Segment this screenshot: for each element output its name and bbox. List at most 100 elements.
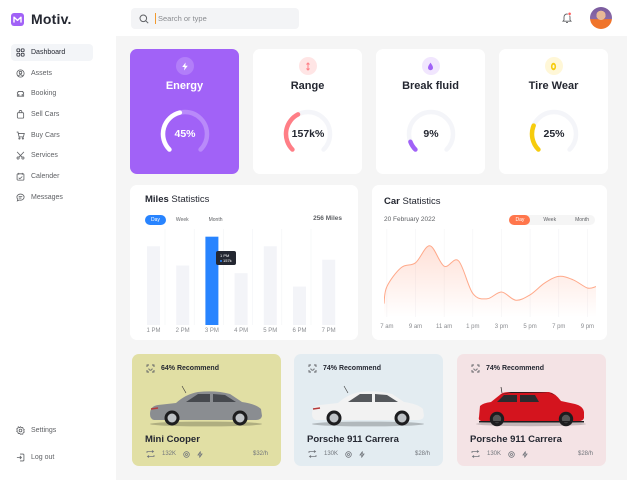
tab-day[interactable]: Day [145, 215, 166, 225]
tire-icon [550, 62, 557, 70]
sidebar-item-messages[interactable]: Messages [11, 189, 93, 206]
energy-card[interactable]: Energy 45% [130, 49, 239, 174]
car-stats-date: 20 February 2022 [384, 216, 436, 223]
app-name: Motiv. [31, 11, 72, 27]
energy-gauge: 45% [158, 107, 212, 161]
x-tick-label: 6 PM [292, 328, 307, 334]
car-mileage: 130K [324, 451, 339, 457]
x-tick-label: 1 PM [146, 328, 161, 334]
car-icon [16, 91, 25, 97]
swap-icon [146, 450, 155, 458]
sidebar-item-label: Settings [31, 427, 57, 434]
gauge-ring [406, 109, 456, 152]
calendar-icon [16, 173, 25, 181]
grid-icon [16, 48, 25, 57]
logout-icon [16, 453, 25, 462]
bar[interactable] [293, 286, 306, 325]
car-name: Porsche 911 Carrera [470, 434, 562, 445]
notification-bell-icon[interactable] [561, 11, 573, 24]
sidebar-item-settings[interactable]: Settings [11, 422, 93, 439]
shopping-bag-icon [16, 110, 25, 119]
bar[interactable] [147, 246, 160, 325]
miles-statistics-card: Miles Statistics Day Week Month 256 Mile… [130, 185, 358, 340]
car-meta: 130K $28/h [471, 450, 593, 458]
sidebar-item-logout[interactable]: Log out [11, 449, 93, 466]
car-stats-tabs: Day Week Month [509, 215, 595, 225]
sidebar-item-dashboard[interactable]: Dashboard [11, 44, 93, 61]
bar[interactable] [205, 236, 219, 325]
car-mileage: 132K [162, 451, 177, 457]
top-bar: Search or type [116, 0, 627, 36]
x-tick-label: 9 am [408, 324, 423, 330]
miles-total: 256 Miles [313, 215, 342, 222]
sidebar-item-assets[interactable]: Assets [11, 65, 93, 82]
sidebar-item-label: Log out [31, 454, 55, 461]
search-input[interactable]: Search or type [131, 8, 299, 29]
gauge-value: 45% [174, 128, 196, 140]
search-placeholder: Search or type [158, 14, 207, 23]
x-tick-label: 5 pm [523, 324, 537, 330]
bolt-icon [197, 450, 203, 458]
recommend-header: 64% Recommend [146, 364, 219, 373]
sidebar-item-buy-cars[interactable]: Buy Cars [11, 127, 93, 144]
sidebar-item-label: Buy Cars [31, 131, 60, 139]
car-stats-title: Car Statistics [384, 196, 441, 207]
sidebar-item-services[interactable]: Services [11, 147, 93, 164]
bolt-icon [359, 450, 365, 458]
sidebar-nav: Dashboard Assets Booking Sell Cars Buy C… [11, 44, 93, 210]
x-tick-label: 11 am [436, 324, 453, 330]
sidebar-item-label: Services [31, 152, 58, 160]
miles-bar-chart [147, 229, 336, 325]
sidebar-item-sell-cars[interactable]: Sell Cars [11, 106, 93, 123]
tire-wear-card[interactable]: Tire Wear 25% [499, 49, 608, 174]
recommend-frame-icon [308, 364, 317, 373]
recommend-header: 74% Recommend [471, 364, 544, 373]
x-tick-label: 7 pm [552, 324, 566, 330]
lightning-icon [181, 62, 188, 70]
x-tick-label: 3 PM [204, 328, 219, 334]
sidebar-item-booking[interactable]: Booking [11, 85, 93, 102]
sidebar-item-label: Assets [31, 69, 53, 77]
car-mileage: 130K [487, 451, 502, 457]
tab-week[interactable]: Week [175, 217, 189, 223]
stat-title: Energy [165, 80, 204, 92]
range-gauge: 157k% [281, 107, 335, 161]
lightning-icon-badge [175, 57, 194, 75]
miles-title: Miles Statistics [145, 194, 210, 205]
recommend-card[interactable]: 74% Recommend Porsche 911 Carrera 130K $… [457, 354, 606, 466]
sidebar-item-label: Calender [31, 173, 60, 181]
range-card[interactable]: Range 157k% [253, 49, 362, 174]
miles-tabs: Day Week Month [145, 215, 229, 225]
app-logo[interactable]: Motiv. [11, 11, 72, 27]
cart-icon [16, 131, 25, 140]
break-fluid-card[interactable]: Break fluid 9% [376, 49, 485, 174]
tab-month[interactable]: Month [208, 217, 223, 223]
search-icon [139, 14, 149, 24]
tab-month[interactable]: Month [575, 217, 589, 223]
sidebar-item-calender[interactable]: Calender [11, 168, 93, 185]
car-area-chart [384, 229, 596, 317]
break-fluid-gauge: 9% [404, 107, 458, 161]
main-content: Search or type Energy 45% Range 157k% Br… [116, 0, 627, 480]
car-price: $28/h [577, 451, 593, 457]
gauge-value: 157k% [291, 128, 325, 140]
stat-title: Range [290, 80, 325, 92]
recommend-card[interactable]: 64% Recommend Mini Cooper 132K $32/h [132, 354, 281, 466]
recommend-card[interactable]: 74% Recommend Porsche 911 Carrera 130K $… [294, 354, 443, 466]
bar[interactable] [322, 259, 336, 325]
bar[interactable] [176, 265, 190, 325]
arrows-vertical-icon-badge [298, 57, 317, 75]
sidebar: Motiv. Dashboard Assets Booking Sell Car… [0, 0, 116, 480]
tab-week[interactable]: Week [543, 217, 557, 223]
sidebar-item-label: Booking [31, 90, 57, 98]
tab-day[interactable]: Day [509, 215, 531, 225]
bar[interactable] [234, 273, 248, 325]
car-image [312, 385, 424, 427]
recommend-frame-icon [471, 364, 480, 373]
x-tick-label: 7 PM [321, 328, 336, 334]
car-meta: 130K $28/h [308, 450, 430, 458]
bar[interactable] [263, 246, 277, 325]
gauge-ring [160, 109, 210, 152]
user-avatar[interactable] [590, 7, 612, 29]
recommend-header: 74% Recommend [308, 364, 381, 373]
